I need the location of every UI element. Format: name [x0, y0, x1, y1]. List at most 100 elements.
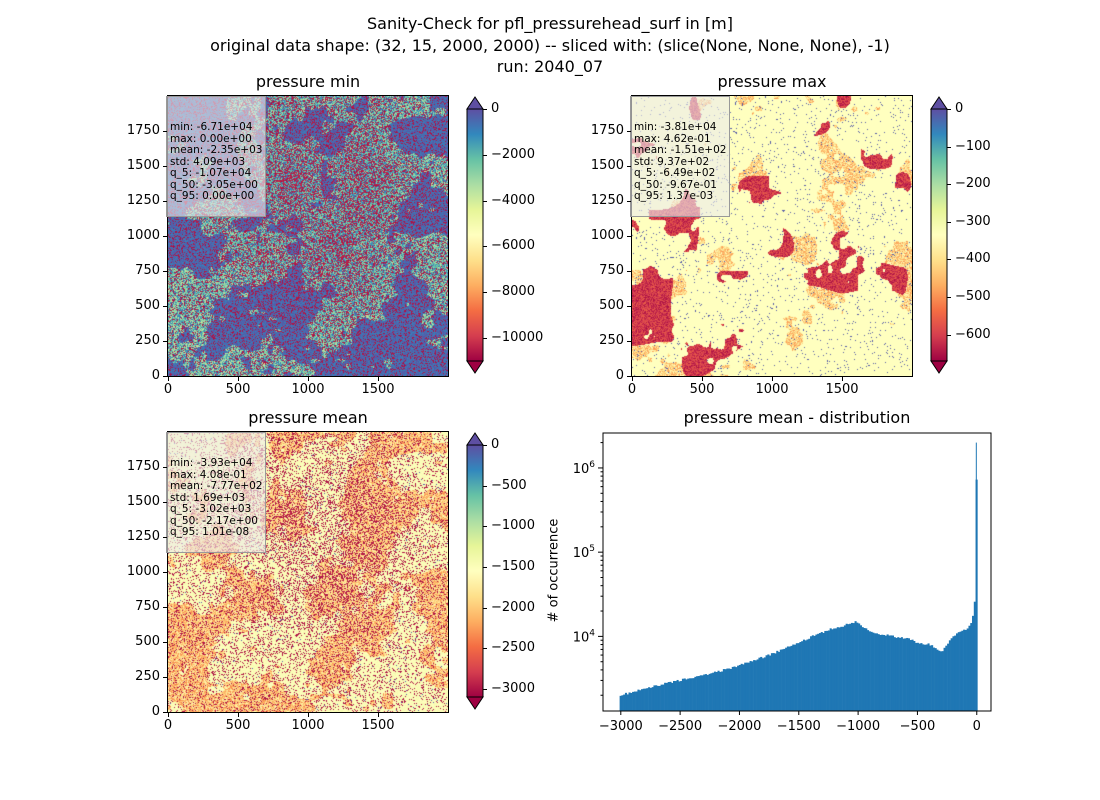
histogram-bar — [802, 639, 806, 711]
colorbar-tick-label: −2000 — [491, 146, 535, 162]
x-tick-label: 0 — [627, 382, 637, 397]
x-tick-label: 1500 — [825, 382, 859, 397]
histogram-bar — [681, 678, 684, 711]
histogram-bar — [733, 666, 736, 711]
histogram-bar — [826, 630, 829, 711]
histogram-bar — [966, 628, 969, 711]
histogram-bar — [975, 442, 977, 711]
histogram-bar — [883, 634, 886, 711]
histogram-bar — [626, 694, 629, 711]
histogram-bar — [769, 655, 772, 711]
colorbar-tick-mark — [483, 485, 487, 487]
histogram-bar — [957, 632, 960, 711]
x-tick-label: −500 — [900, 719, 936, 734]
histogram-bar — [729, 668, 733, 711]
histogram-bar — [799, 641, 802, 711]
y-tick-label: 1250 — [590, 193, 624, 208]
stats-box-min: min: -6.71e+04 max: 0.00e+00 mean: -2.35e+… — [166, 96, 267, 217]
y-tick-label: 1000 — [126, 564, 160, 579]
histogram-bar — [945, 645, 948, 711]
histogram-bar — [817, 633, 820, 711]
histogram-bar — [621, 695, 624, 711]
histogram-bar — [658, 685, 661, 711]
histogram-bar — [724, 669, 727, 711]
colorbar-tick-label: −8000 — [491, 284, 535, 300]
histogram-frame — [602, 432, 992, 712]
histogram-bar — [879, 634, 882, 711]
histogram-bar — [916, 642, 919, 711]
histogram-bar — [829, 628, 832, 711]
x-tick-label: −2000 — [717, 719, 761, 734]
colorbar-tick-mark — [483, 154, 487, 156]
colorbar-tick-label: −2000 — [491, 599, 535, 615]
histogram-bar — [706, 674, 709, 711]
y-tick-mark — [627, 236, 631, 237]
histogram-bar — [843, 625, 846, 711]
histogram-bar — [786, 646, 789, 711]
colorbar-tick-label: −2500 — [491, 640, 535, 656]
y-tick-mark — [163, 166, 167, 167]
colorbar-tick-label: 0 — [491, 437, 500, 452]
histogram-bar — [913, 641, 916, 711]
histogram-bar — [932, 647, 935, 711]
y-tick-mark — [163, 201, 167, 202]
x-tick-label: −2500 — [658, 719, 702, 734]
histogram-bar — [776, 650, 779, 711]
histogram-bar — [888, 635, 891, 711]
histogram-bar — [818, 633, 822, 711]
y-tick-label: 1500 — [126, 494, 160, 509]
histogram-bar — [667, 682, 670, 711]
x-tick-label: 500 — [225, 718, 251, 733]
histogram-bar — [973, 601, 976, 711]
y-tick-mark — [163, 642, 167, 643]
histogram-bar — [683, 678, 686, 711]
histogram-bar — [943, 647, 946, 711]
histogram-bar — [705, 674, 708, 711]
stat-line: mean: -1.51e+02 — [634, 144, 727, 156]
histogram-bar — [761, 658, 765, 711]
y-tick-label: 1250 — [126, 193, 160, 208]
histogram-bar — [925, 644, 928, 711]
colorbar-tick-mark — [483, 526, 487, 528]
histogram-bar — [673, 680, 676, 711]
colorbar-gradient — [930, 96, 948, 374]
histogram-bar — [674, 681, 677, 711]
histogram-bar — [842, 626, 845, 711]
histogram-bar — [808, 638, 811, 711]
histogram-bar — [671, 682, 674, 711]
stat-line: std: 1.69e+03 — [170, 491, 246, 504]
histogram-bar — [738, 664, 741, 711]
colorbar-tick-mark — [947, 146, 951, 148]
histogram-bar — [955, 633, 959, 711]
histogram-bar — [788, 646, 791, 711]
histogram-bar — [863, 628, 866, 711]
histogram-bar — [664, 682, 667, 711]
histogram-bar — [822, 632, 825, 711]
histogram-bar — [694, 676, 697, 711]
stat-line: min: -6.71e+04 — [170, 121, 253, 133]
histogram-bar — [906, 637, 909, 711]
histogram-bar — [717, 670, 720, 711]
histogram-bar — [783, 648, 786, 711]
histogram-bar — [628, 692, 631, 711]
histogram-bar — [637, 689, 640, 711]
histogram-bar — [731, 666, 734, 711]
histogram-bar — [806, 639, 809, 711]
y-tick-label: 250 — [135, 333, 160, 348]
histogram-bar — [959, 631, 962, 711]
histogram-bar — [710, 673, 713, 711]
y-tick-mark — [627, 131, 631, 132]
y-tick-label: 750 — [135, 599, 160, 614]
histogram-bar — [810, 636, 813, 711]
y-tick-mark — [627, 306, 631, 307]
histogram-bar — [875, 633, 878, 711]
colorbar-tick-mark — [483, 566, 487, 568]
histogram-bar — [918, 643, 921, 711]
histogram-bar — [678, 681, 681, 711]
histogram-bar — [893, 637, 896, 711]
y-tick-label: 104 — [573, 628, 596, 645]
y-tick-label: 750 — [599, 263, 624, 278]
histogram-bar — [941, 651, 944, 711]
histogram-bar — [961, 630, 964, 711]
histogram-bar — [915, 642, 918, 711]
